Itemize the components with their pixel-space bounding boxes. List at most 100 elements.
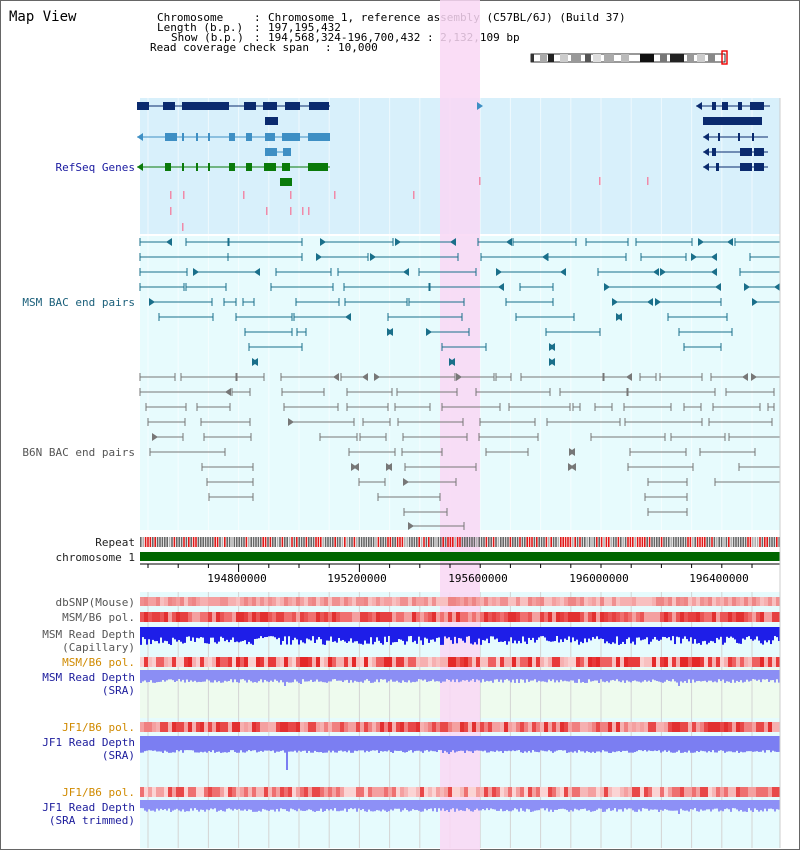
msm-sra-depth-bar <box>458 670 460 683</box>
msm-sra-depth-bar <box>702 670 704 682</box>
msm-capillary-depth-bar <box>310 627 312 641</box>
msm-capillary-depth-bar <box>356 627 358 642</box>
msm-sra-depth-bar <box>688 670 690 680</box>
gene-exon <box>208 163 210 171</box>
jf1-pol-cell <box>696 722 700 732</box>
jf1-trimmed-depth-bar <box>490 800 492 809</box>
msm-capillary-depth-bar <box>482 627 484 641</box>
msm-sra-depth-bar <box>700 670 702 682</box>
msm-capillary-depth-bar <box>636 627 638 638</box>
msm-sra-depth-bar <box>456 670 458 680</box>
jf1-depth-bar <box>242 736 244 753</box>
jf1-trimmed-depth-bar <box>390 800 392 810</box>
jf1-trimmed-depth-bar <box>614 800 616 809</box>
msm-sra-depth-bar <box>468 670 470 682</box>
msm-pol-cell <box>656 657 660 667</box>
msm-capillary-depth-bar <box>568 627 570 637</box>
jf1-depth-bar <box>188 736 190 751</box>
dbsnp-cell <box>480 597 484 606</box>
jf1-depth-bar <box>280 736 282 751</box>
jf1-pol-cell <box>588 722 592 732</box>
jf1-depth-bar <box>434 736 436 752</box>
jf1-trimmed-depth-bar <box>686 800 688 811</box>
jf1-depth-bar <box>178 736 180 752</box>
jf1-pol-cell <box>308 787 312 797</box>
repeat-element <box>447 537 449 547</box>
msm-capillary-depth-bar <box>152 627 154 640</box>
track-label-msm-depth-capillary-sub: (Capillary) <box>62 641 135 654</box>
msm-pol-cell <box>580 657 584 667</box>
jf1-depth-bar <box>576 736 578 753</box>
msm-pol-cell <box>712 657 716 667</box>
dbsnp-cell <box>668 597 672 606</box>
jf1-trimmed-depth-bar <box>222 800 224 812</box>
msm-pol-cell <box>428 657 432 667</box>
jf1-depth-bar <box>444 736 446 751</box>
jf1-pol-cell <box>760 787 764 797</box>
jf1-trimmed-depth-bar <box>702 800 704 811</box>
jf1-pol-cell <box>236 787 240 797</box>
jf1-trimmed-depth-bar <box>220 800 222 810</box>
dbsnp-cell <box>384 597 388 606</box>
jf1-depth-bar <box>538 736 540 753</box>
track-label-msm-bac[interactable]: MSM BAC end pairs <box>22 296 135 309</box>
msm-pol-cell <box>616 612 620 622</box>
msm-pol-cell <box>544 612 548 622</box>
msm-capillary-depth-bar <box>746 627 748 638</box>
msm-capillary-depth-bar <box>156 627 158 642</box>
bac-end-marker <box>403 478 409 486</box>
repeat-element <box>492 537 495 547</box>
jf1-trimmed-depth-bar <box>200 800 202 810</box>
msm-sra-depth-bar <box>158 670 160 682</box>
msm-sra-depth-bar <box>698 670 700 681</box>
msm-pol-cell <box>292 612 296 622</box>
bac-end-marker <box>408 522 414 530</box>
track-label-refseq-genes[interactable]: RefSeq Genes <box>55 161 135 174</box>
jf1-pol-cell <box>340 722 344 732</box>
jf1-depth-bar <box>558 736 560 751</box>
jf1-trimmed-depth-bar <box>334 800 336 809</box>
jf1-pol-cell <box>532 787 536 797</box>
repeat-element <box>360 537 363 547</box>
jf1-pol-cell <box>756 722 760 732</box>
jf1-trimmed-depth-bar <box>318 800 320 811</box>
msm-pol-cell <box>308 612 312 622</box>
jf1-depth-bar <box>610 736 612 753</box>
msm-sra-depth-bar <box>484 670 486 682</box>
msm-capillary-depth-bar <box>226 627 228 640</box>
msm-sra-depth-bar <box>322 670 324 683</box>
jf1-depth-bar <box>674 736 676 753</box>
repeat-element <box>560 537 562 547</box>
jf1-pol-cell <box>512 722 516 732</box>
msm-capillary-depth-bar <box>256 627 258 639</box>
jf1-trimmed-depth-bar <box>240 800 242 811</box>
jf1-trimmed-depth-bar <box>720 800 722 811</box>
jf1-depth-bar <box>730 736 732 752</box>
msm-capillary-depth-bar <box>378 627 380 641</box>
msm-pol-cell <box>552 657 556 667</box>
bac-end-marker <box>752 298 758 306</box>
msm-sra-depth-bar <box>704 670 706 681</box>
dbsnp-cell <box>720 597 724 606</box>
jf1-pol-cell <box>452 722 456 732</box>
msm-sra-depth-bar <box>340 670 342 681</box>
jf1-depth-bar <box>564 736 566 751</box>
track-label-b6n-bac[interactable]: B6N BAC end pairs <box>22 446 135 459</box>
msm-sra-depth-bar <box>714 670 716 682</box>
dbsnp-cell <box>420 597 424 606</box>
msm-pol-cell <box>304 612 308 622</box>
msm-pol-cell <box>628 657 632 667</box>
repeat-element <box>581 537 584 547</box>
msm-sra-depth-bar <box>676 670 678 683</box>
msm-sra-depth-bar <box>572 670 574 681</box>
repeat-element <box>708 537 711 547</box>
repeat-element <box>742 537 744 547</box>
msm-pol-cell <box>208 657 212 667</box>
msm-pol-cell <box>652 612 656 622</box>
repeat-element <box>284 537 286 547</box>
repeat-element <box>168 537 171 547</box>
msm-sra-depth-bar <box>266 670 268 682</box>
dbsnp-cell <box>680 597 684 606</box>
jf1-depth-bar <box>288 736 290 752</box>
